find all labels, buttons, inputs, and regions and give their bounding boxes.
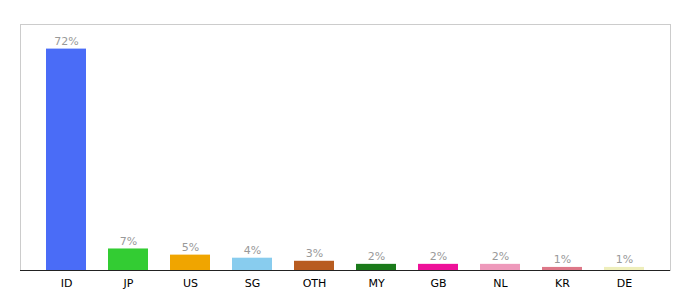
svg-text:NL: NL: [493, 277, 508, 290]
svg-text:1%: 1%: [616, 253, 633, 266]
svg-text:OTH: OTH: [303, 277, 327, 290]
svg-text:ID: ID: [61, 277, 73, 290]
svg-text:GB: GB: [430, 277, 446, 290]
svg-text:2%: 2%: [430, 250, 447, 263]
svg-text:3%: 3%: [306, 247, 323, 260]
svg-text:SG: SG: [245, 277, 261, 290]
svg-text:DE: DE: [617, 277, 632, 290]
svg-text:72%: 72%: [54, 35, 78, 48]
svg-text:7%: 7%: [120, 235, 137, 248]
svg-text:JP: JP: [123, 277, 134, 290]
svg-text:5%: 5%: [182, 241, 199, 254]
svg-text:2%: 2%: [492, 250, 509, 263]
svg-text:US: US: [183, 277, 198, 290]
svg-text:4%: 4%: [244, 244, 261, 257]
svg-text:1%: 1%: [554, 253, 571, 266]
svg-text:2%: 2%: [368, 250, 385, 263]
svg-text:KR: KR: [555, 277, 570, 290]
svg-text:MY: MY: [368, 277, 384, 290]
